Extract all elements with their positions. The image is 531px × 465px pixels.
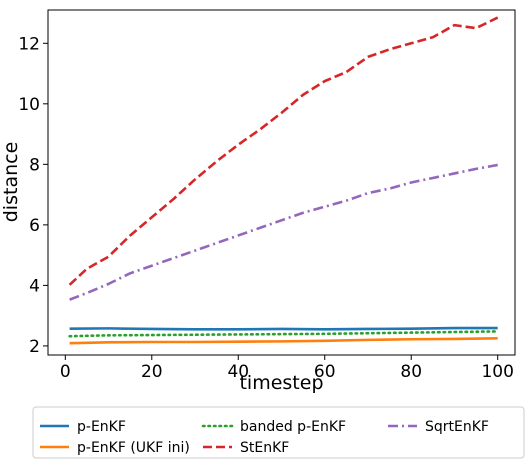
x-tick-label: 100 <box>481 362 513 382</box>
y-axis-label: distance <box>0 142 22 223</box>
series-layer <box>68 16 500 345</box>
legend-items: p-EnKF p-EnKF (UKF ini) banded p-EnKF StEnK… <box>40 419 489 456</box>
y-tick-label: 12 <box>18 34 40 54</box>
y-tick-label: 6 <box>29 216 40 236</box>
series-line-5 <box>69 163 498 301</box>
legend-label: p-EnKF (UKF ini) <box>77 440 190 456</box>
legend: p-EnKF p-EnKF (UKF ini) banded p-EnKF StEnK… <box>32 406 525 459</box>
series-line-1 <box>69 326 498 331</box>
x-axis-label: timestep <box>239 372 323 394</box>
y-tick-label: 2 <box>29 337 40 357</box>
legend-label: p-EnKF <box>77 419 126 435</box>
ticks-layer: 0 20 40 60 80 100 2 4 6 8 10 12 <box>18 34 514 382</box>
legend-label: banded p-EnKF <box>240 419 346 435</box>
y-tick-label: 10 <box>18 95 40 115</box>
legend-entry: banded p-EnKF <box>201 419 346 435</box>
legend-entry: SqrtEnKF <box>388 419 489 435</box>
series-line-4 <box>68 16 499 286</box>
x-tick-label: 80 <box>400 362 422 382</box>
series-line-2 <box>69 337 498 345</box>
y-tick-label: 4 <box>29 276 40 296</box>
plot-frame <box>47 9 516 356</box>
x-tick-label: 40 <box>227 362 249 382</box>
series-line-3 <box>68 330 500 338</box>
legend-label: SqrtEnKF <box>425 419 489 435</box>
x-tick-label: 0 <box>60 362 71 382</box>
legend-entry: p-EnKF <box>40 419 126 435</box>
x-tick-label: 20 <box>141 362 163 382</box>
legend-entry: p-EnKF (UKF ini) <box>40 440 190 456</box>
legend-label: StEnKF <box>240 440 289 456</box>
y-tick-label: 8 <box>29 155 40 175</box>
legend-entry: StEnKF <box>203 440 289 456</box>
x-tick-label: 60 <box>314 362 336 382</box>
legend-frame <box>32 406 525 459</box>
